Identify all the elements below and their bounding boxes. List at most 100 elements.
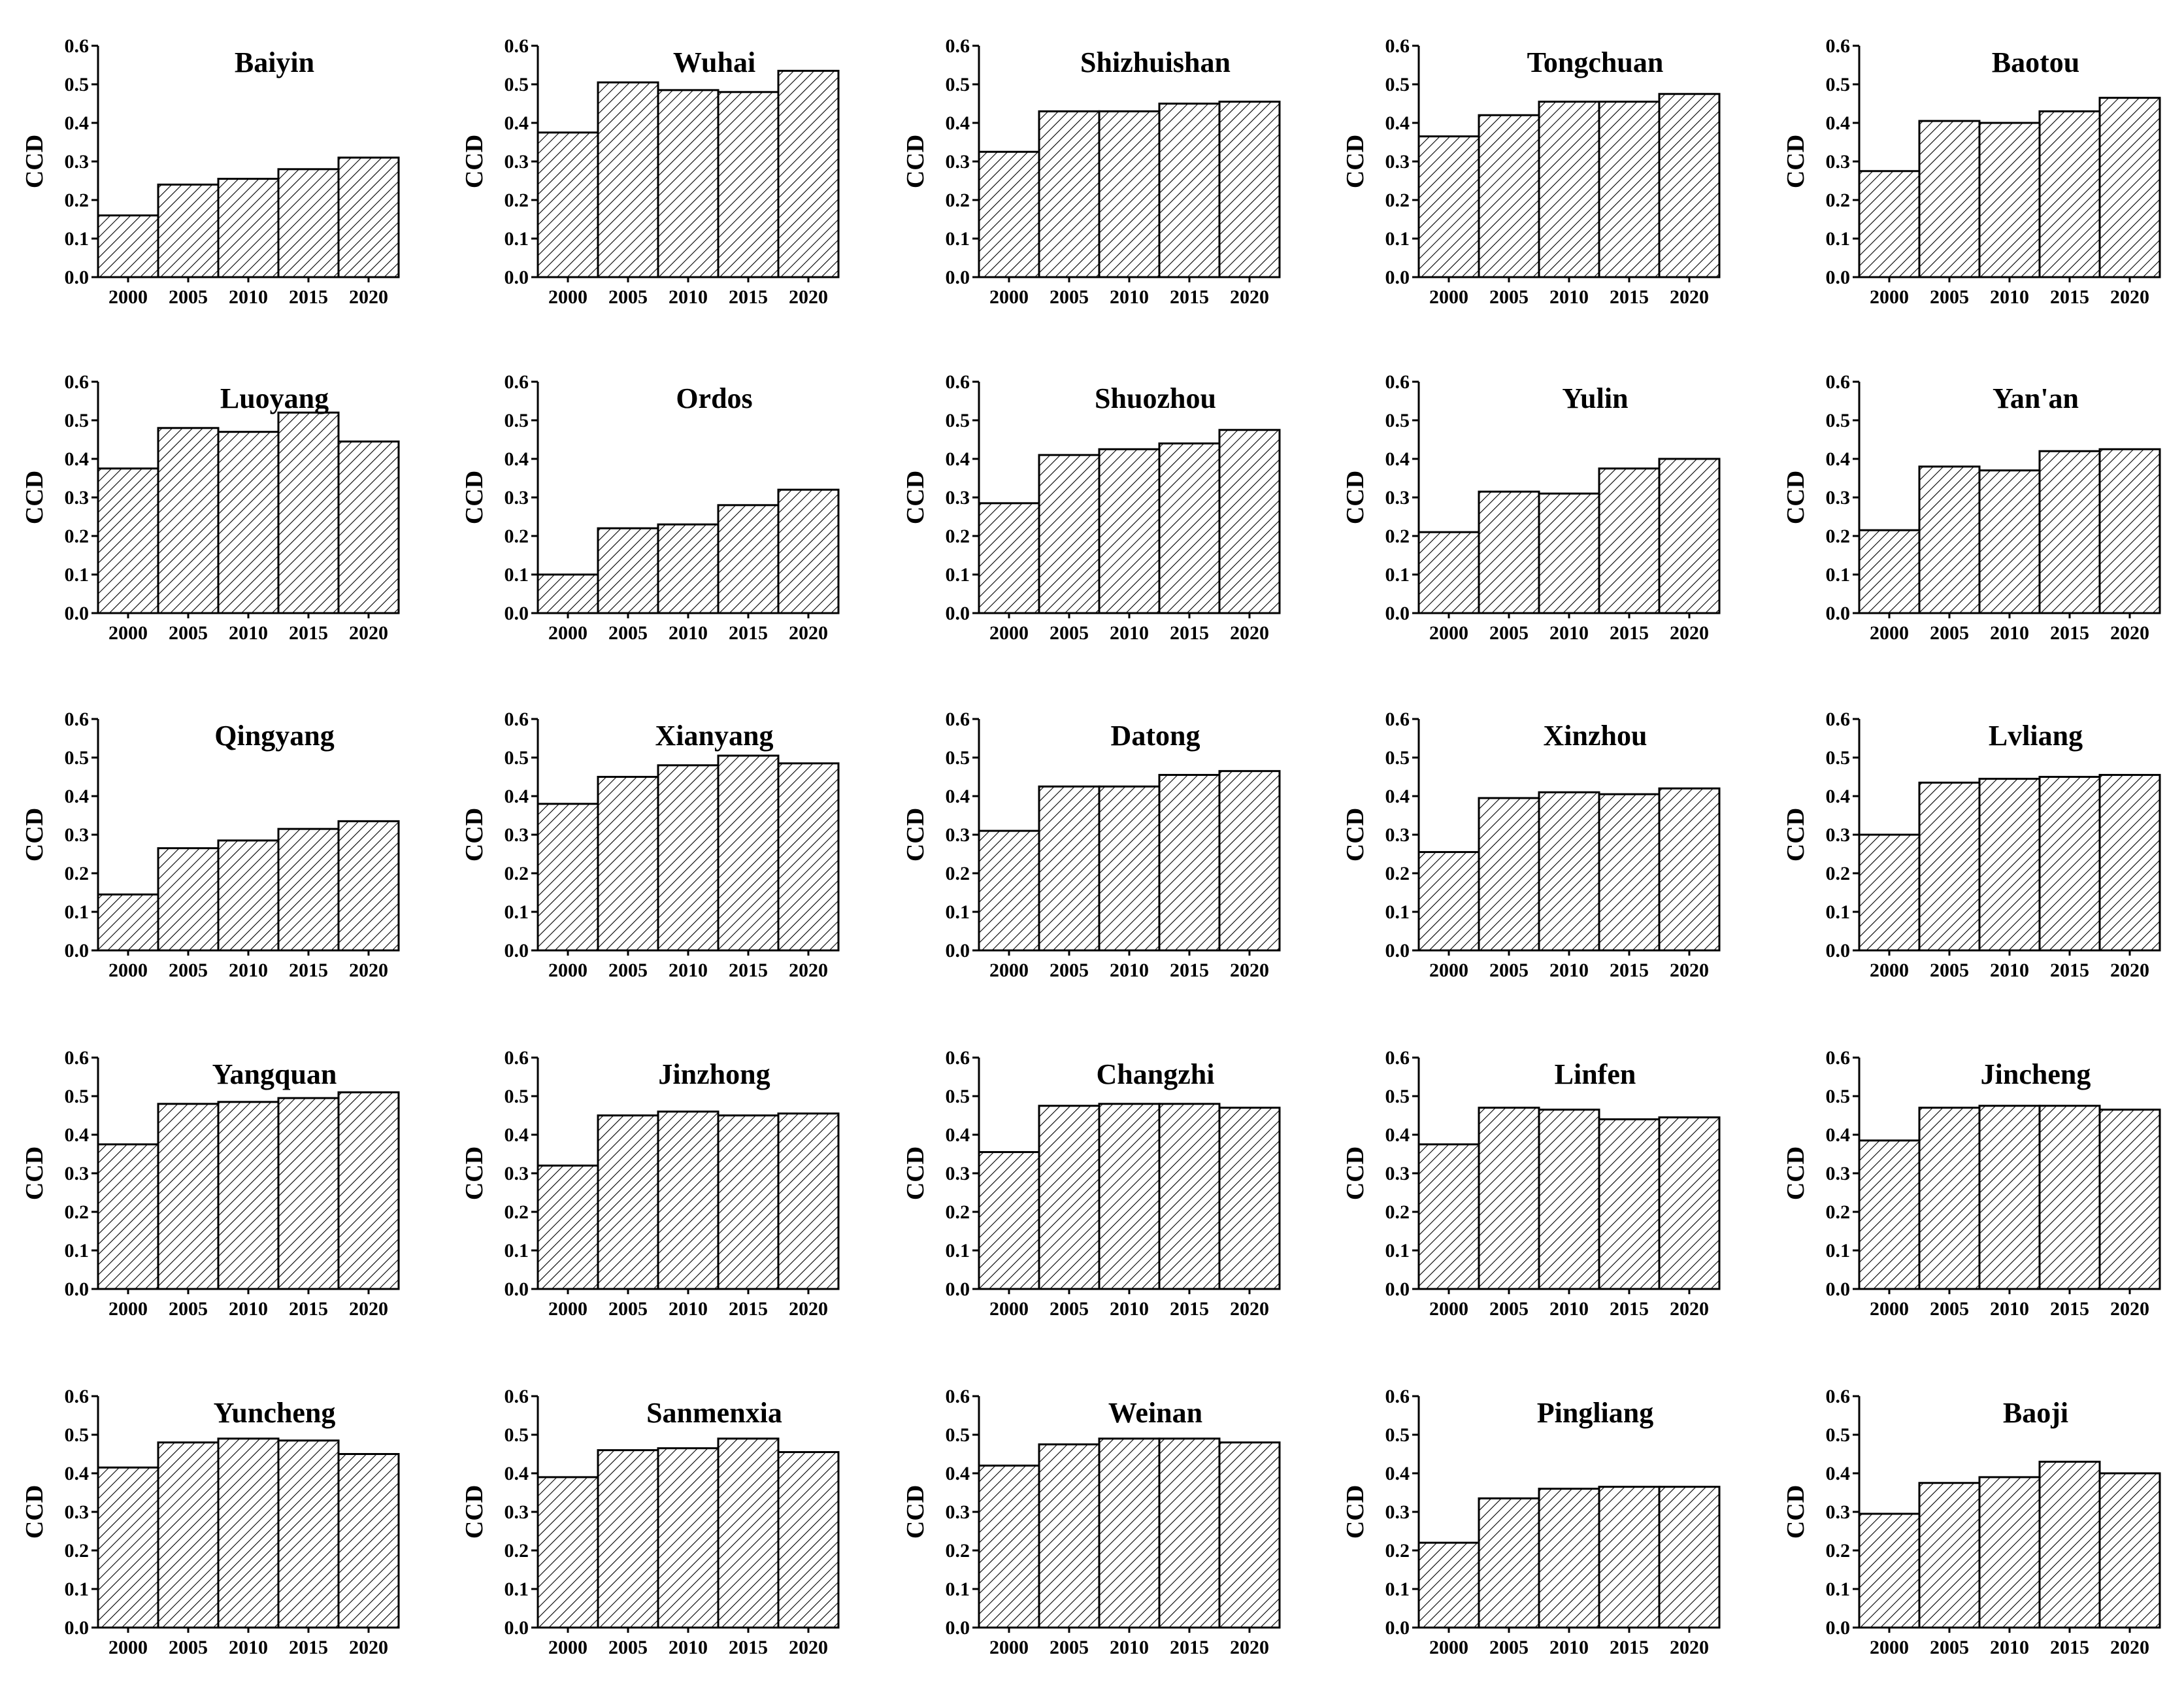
bar — [1918, 1107, 1981, 1290]
bar — [2098, 448, 2161, 614]
y-tick-label: 0.3 — [946, 487, 970, 509]
bar — [597, 1114, 659, 1290]
x-tick-label: 2005 — [608, 286, 648, 308]
bar — [978, 1151, 1040, 1290]
x-tick-label: 2000 — [548, 1637, 587, 1658]
y-tick-label: 0.2 — [65, 1201, 90, 1223]
x-tick-label: 2020 — [2110, 286, 2149, 308]
x-tick-label: 2015 — [1610, 286, 1649, 308]
x-tick-label: 2010 — [229, 960, 268, 981]
y-tick-label: 0.3 — [1385, 1163, 1410, 1184]
x-tick-label: 2020 — [349, 622, 388, 644]
y-tick-label: 0.5 — [505, 1424, 529, 1446]
y-tick-label: 0.6 — [1385, 1386, 1410, 1407]
bar — [217, 1101, 280, 1290]
y-tick-label: 0.3 — [65, 487, 90, 509]
chart-title: Lvliang — [1989, 720, 2083, 752]
y-axis-label: CCD — [21, 1485, 48, 1539]
bar — [1158, 1437, 1221, 1629]
x-tick-label: 2010 — [1990, 1637, 2029, 1658]
bar — [657, 89, 720, 278]
y-tick-label: 0.1 — [946, 1579, 970, 1600]
chart-panel-yanan: 0.0 0.1 0.2 0.3 0.4 0.5 0.6 2000 2005 2010 2015 202… — [1782, 371, 2161, 644]
bar — [337, 1091, 400, 1290]
y-tick-label: 0.6 — [65, 35, 90, 57]
x-tick-label: 2000 — [1870, 622, 1909, 644]
x-tick-label: 2000 — [548, 1298, 587, 1320]
bar — [717, 1437, 780, 1629]
bar — [1658, 458, 1721, 614]
chart-panel-luoyang: 0.0 0.1 0.2 0.3 0.4 0.5 0.6 2000 2005 2010 2015 202… — [21, 371, 400, 644]
x-tick-label: 2000 — [989, 1637, 1029, 1658]
bar — [1417, 1143, 1480, 1290]
y-axis-label: CCD — [461, 1485, 488, 1539]
bar — [1098, 448, 1161, 614]
y-tick-label: 0.2 — [1385, 863, 1410, 884]
x-tick-label: 2005 — [169, 1637, 208, 1658]
y-tick-label: 0.2 — [1826, 1540, 1851, 1562]
y-tick-label: 0.2 — [65, 190, 90, 211]
bar — [1038, 110, 1100, 278]
bar — [97, 1143, 159, 1290]
bar — [1417, 135, 1480, 278]
y-tick-label: 0.3 — [946, 1501, 970, 1523]
y-tick-label: 0.4 — [1385, 448, 1410, 470]
bar — [1978, 469, 2041, 614]
y-tick-label: 0.3 — [1826, 1163, 1851, 1184]
y-tick-label: 0.4 — [65, 1124, 90, 1146]
y-tick-label: 0.3 — [505, 151, 529, 173]
y-tick-label: 0.1 — [65, 1579, 90, 1600]
bar — [1218, 101, 1281, 278]
bar — [1918, 1482, 1981, 1629]
bar — [1218, 1107, 1281, 1290]
y-axis-label: CCD — [1782, 135, 1810, 188]
y-tick-label: 0.0 — [946, 1279, 970, 1300]
x-tick-label: 2005 — [1050, 960, 1089, 981]
y-tick-label: 0.3 — [65, 1501, 90, 1523]
chart-title: Qingyang — [214, 720, 334, 752]
bar — [337, 820, 400, 952]
y-tick-label: 0.4 — [65, 112, 90, 134]
y-tick-label: 0.4 — [505, 1463, 529, 1484]
x-tick-label: 2015 — [1170, 622, 1209, 644]
bar — [97, 467, 159, 614]
bar — [717, 91, 780, 278]
x-tick-label: 2010 — [1110, 622, 1149, 644]
chart-panel-wuhai: 0.0 0.1 0.2 0.3 0.4 0.5 0.6 2000 2005 2010 2015 202… — [461, 35, 840, 308]
y-tick-label: 0.6 — [505, 709, 529, 730]
bar — [217, 839, 280, 952]
y-tick-label: 0.3 — [1826, 1501, 1851, 1523]
chart-title: Tongchuan — [1527, 46, 1664, 78]
x-tick-label: 2005 — [1930, 286, 1969, 308]
x-tick-label: 2020 — [789, 960, 828, 981]
bar — [537, 1164, 599, 1290]
x-tick-label: 2010 — [669, 622, 708, 644]
bar — [1978, 1476, 2041, 1629]
y-tick-label: 0.2 — [505, 1201, 529, 1223]
bar — [1478, 1497, 1540, 1629]
chart-panel-xianyang: 0.0 0.1 0.2 0.3 0.4 0.5 0.6 2000 2005 2010 2015 202… — [461, 709, 840, 981]
x-tick-label: 2015 — [729, 286, 768, 308]
x-tick-label: 2005 — [1050, 286, 1089, 308]
x-tick-label: 2000 — [548, 960, 587, 981]
y-tick-label: 0.5 — [1385, 747, 1410, 769]
bar — [1478, 490, 1540, 614]
x-tick-label: 2005 — [1489, 1298, 1529, 1320]
x-tick-label: 2020 — [2110, 1298, 2149, 1320]
y-tick-label: 0.5 — [1826, 747, 1851, 769]
bar — [777, 488, 840, 614]
chart-panel-weinan: 0.0 0.1 0.2 0.3 0.4 0.5 0.6 2000 2005 2010 2015 202… — [902, 1386, 1281, 1658]
bar — [1538, 1488, 1600, 1629]
y-tick-label: 0.6 — [505, 1386, 529, 1407]
x-tick-label: 2020 — [1230, 1298, 1269, 1320]
bar — [978, 1464, 1040, 1629]
bar — [1978, 122, 2041, 278]
bar — [1598, 1486, 1661, 1629]
bar — [1417, 531, 1480, 614]
chart-panel-sanmenxia: 0.0 0.1 0.2 0.3 0.4 0.5 0.6 2000 2005 2010 2015 202… — [461, 1386, 840, 1658]
x-tick-label: 2000 — [108, 1298, 148, 1320]
x-tick-label: 2015 — [1610, 1298, 1649, 1320]
y-tick-label: 0.0 — [1385, 940, 1410, 962]
x-tick-label: 2000 — [989, 622, 1029, 644]
y-tick-label: 0.1 — [1826, 1579, 1851, 1600]
